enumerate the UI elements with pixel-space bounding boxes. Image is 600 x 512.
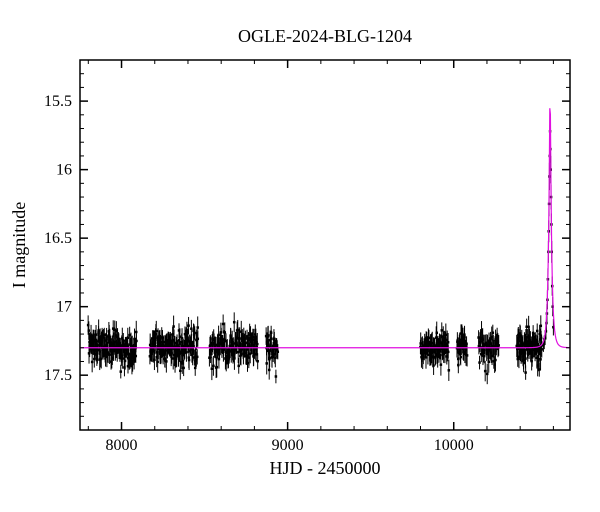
x-tick-label: 8000 — [106, 437, 138, 454]
y-tick-label: 17.5 — [44, 367, 72, 384]
y-tick-label: 16 — [56, 162, 72, 179]
lightcurve-plot: 8000 9000 10000 15.5 16 16.5 17 17.5 HJD - 24500… — [0, 0, 600, 512]
y-tick-label: 16.5 — [44, 230, 72, 247]
y-tick-label: 17 — [56, 299, 72, 316]
y-axis-label: I magnitude — [9, 202, 29, 288]
x-tick-label: 9000 — [272, 437, 304, 454]
chart-title: OGLE-2024-BLG-1204 — [238, 26, 412, 46]
x-axis-label: HJD - 2450000 — [270, 458, 381, 478]
x-tick-label: 10000 — [434, 437, 474, 454]
chart-container: 8000 9000 10000 15.5 16 16.5 17 17.5 HJD - 24500… — [0, 0, 600, 512]
y-tick-label: 15.5 — [44, 93, 72, 110]
